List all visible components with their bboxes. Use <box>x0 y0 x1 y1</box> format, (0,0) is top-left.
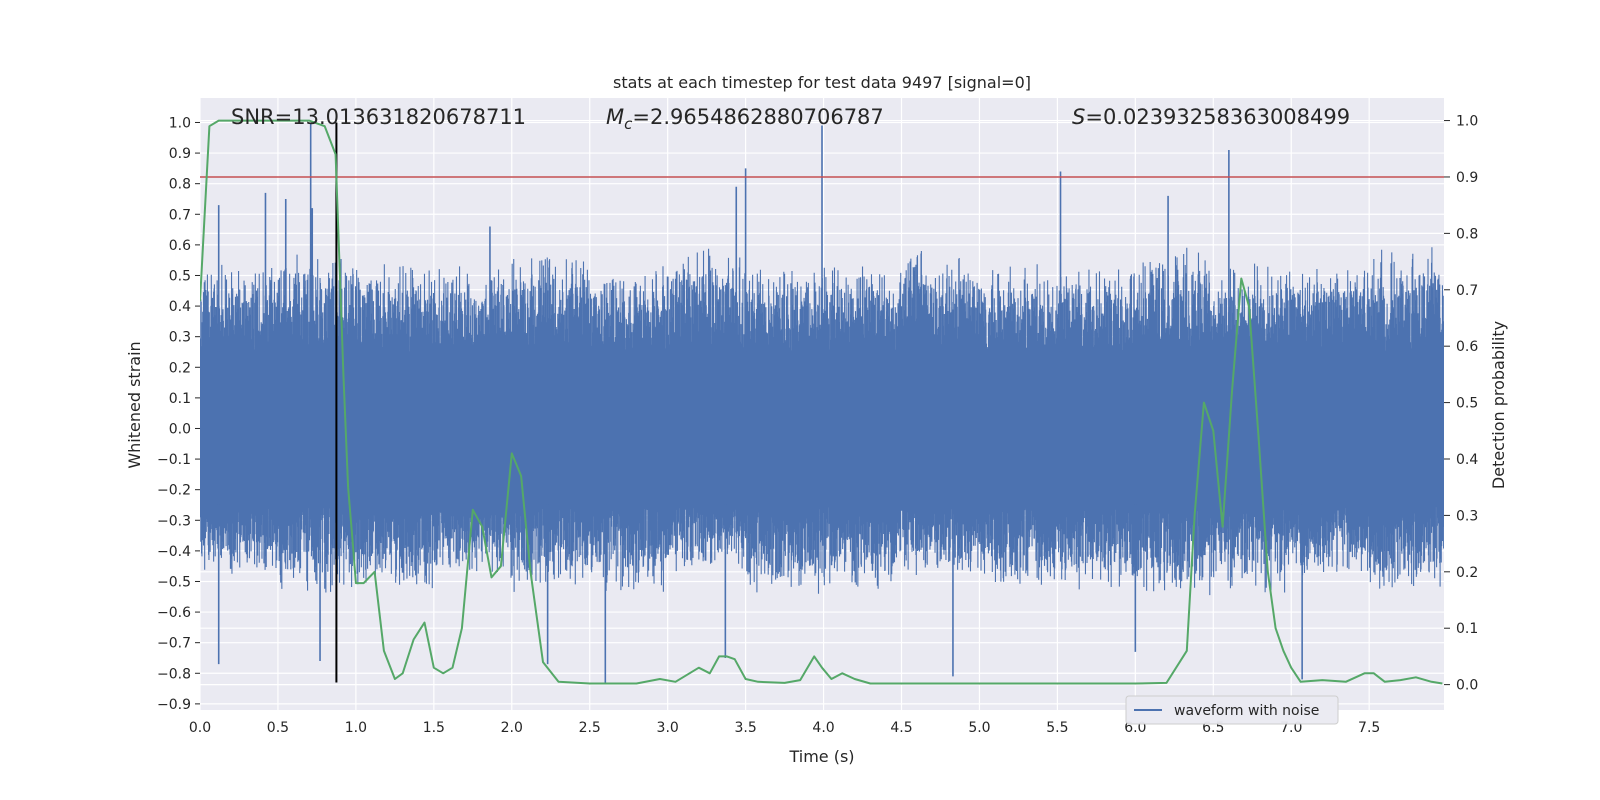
y-tick-label: 0.2 <box>169 360 191 376</box>
right-y-tick-label: 0.5 <box>1456 396 1478 412</box>
s-symbol: S <box>1072 105 1085 129</box>
x-axis-label: Time (s) <box>788 747 854 766</box>
right-y-tick-label: 0.9 <box>1456 170 1478 186</box>
y-tick-label: −0.4 <box>157 544 191 560</box>
x-tick-label: 2.0 <box>501 720 523 736</box>
x-tick-label: 5.5 <box>1046 720 1068 736</box>
y-tick-label: 0.1 <box>169 391 191 407</box>
right-y-tick-label: 0.6 <box>1456 339 1478 355</box>
y-tick-label: −0.1 <box>157 452 191 468</box>
y-tick-label: 0.9 <box>169 146 191 162</box>
mc-symbol: M <box>606 105 624 129</box>
right-y-tick-label: 0.4 <box>1456 452 1478 468</box>
x-tick-label: 2.5 <box>579 720 601 736</box>
right-y-tick-label: 0.3 <box>1456 508 1478 524</box>
y-tick-label: −0.5 <box>157 574 191 590</box>
y-tick-label: 0.8 <box>169 177 191 193</box>
legend-label: waveform with noise <box>1174 703 1319 719</box>
waveform-series <box>200 122 1444 683</box>
chirp-mass-annotation: Mc=2.9654862880706787 <box>606 105 884 133</box>
right-y-tick-label: 0.0 <box>1456 678 1478 694</box>
y-tick-label: −0.2 <box>157 483 191 499</box>
x-tick-label: 4.5 <box>890 720 912 736</box>
right-y-axis-label: Detection probability <box>1489 321 1508 489</box>
y-tick-label: −0.9 <box>157 697 191 713</box>
right-y-tick-label: 1.0 <box>1456 114 1478 130</box>
y-tick-label: 1.0 <box>169 115 191 131</box>
probability-line <box>200 119 1443 685</box>
y-tick-label: 0.7 <box>169 207 191 223</box>
right-y-tick-label: 0.2 <box>1456 565 1478 581</box>
x-tick-label: 0.0 <box>189 720 211 736</box>
y-axis-label: Whitened strain <box>125 341 144 468</box>
y-tick-label: −0.6 <box>157 605 191 621</box>
s-annotation: S=0.02393258363008499 <box>1072 105 1350 129</box>
y-tick-label: −0.8 <box>157 666 191 682</box>
snr-annotation: SNR=13.013631820678711 <box>231 105 526 129</box>
y-tick-label: 0.4 <box>169 299 191 315</box>
x-tick-label: 1.5 <box>423 720 445 736</box>
right-y-tick-labels: 1.0 0.9 0.8 0.7 0.6 0.5 0.4 0.3 0.2 0.1 0.0 <box>1444 114 1478 694</box>
x-tick-label: 3.0 <box>657 720 679 736</box>
chart-title: stats at each timestep for test data 949… <box>613 73 1031 92</box>
legend-box <box>1125 695 1339 725</box>
y-tick-label: 0.0 <box>169 421 191 437</box>
legend: waveform with noise <box>1125 695 1339 725</box>
x-tick-label: 7.5 <box>1358 720 1380 736</box>
x-tick-label: 1.0 <box>345 720 367 736</box>
x-tick-label: 3.5 <box>734 720 756 736</box>
y-tick-label: 0.3 <box>169 330 191 346</box>
mc-subscript: c <box>624 115 633 133</box>
y-tick-labels: 1.0 0.9 0.8 0.7 0.6 0.5 0.4 0.3 0.2 0.1 0.0 −0.1 −0.… <box>157 115 200 713</box>
s-value: =0.02393258363008499 <box>1085 105 1350 129</box>
x-tick-label: 0.5 <box>267 720 289 736</box>
right-y-tick-label: 0.8 <box>1456 226 1478 242</box>
y-tick-label: 0.5 <box>169 268 191 284</box>
right-y-tick-label: 0.7 <box>1456 283 1478 299</box>
mc-value: =2.9654862880706787 <box>632 105 883 129</box>
y-tick-label: −0.7 <box>157 636 191 652</box>
x-tick-label: 5.0 <box>968 720 990 736</box>
y-tick-label: 0.6 <box>169 238 191 254</box>
right-y-tick-label: 0.1 <box>1456 621 1478 637</box>
probability-series <box>200 119 1443 685</box>
x-tick-label: 4.0 <box>812 720 834 736</box>
y-tick-label: −0.3 <box>157 513 191 529</box>
